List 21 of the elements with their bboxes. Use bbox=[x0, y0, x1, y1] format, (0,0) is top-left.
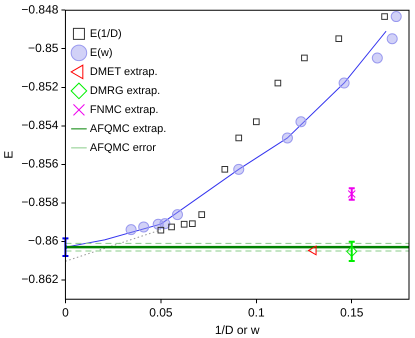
legend-label: AFQMC extrap. bbox=[90, 122, 166, 135]
x-axis-title: 1/D or w bbox=[214, 323, 260, 338]
y-tick-label: −0.856 bbox=[21, 156, 59, 171]
y-tick-label: −0.852 bbox=[21, 80, 59, 94]
y-axis-title: E bbox=[2, 150, 16, 159]
x-tick-label: 0.05 bbox=[149, 306, 173, 320]
y-tick-label: −0.854 bbox=[21, 118, 59, 132]
legend-label: DMRG extrap. bbox=[90, 84, 160, 97]
legend-label: FNMC extrap. bbox=[90, 104, 158, 116]
x-tick-label: 0.1 bbox=[248, 306, 265, 320]
legend-label: E(1/D) bbox=[90, 28, 122, 40]
x-tick-label: 0 bbox=[62, 306, 70, 320]
y-tick-label: −0.862 bbox=[21, 272, 59, 286]
y-tick-label: −0.86 bbox=[28, 234, 59, 248]
legend-label: AFQMC error bbox=[90, 142, 156, 154]
legend-label: DMET extrap. bbox=[90, 66, 158, 78]
legend-label: E(w) bbox=[90, 46, 113, 59]
y-tick-label: −0.848 bbox=[21, 2, 59, 17]
y-tick-label: −0.85 bbox=[28, 41, 59, 56]
x-tick-label: 0.15 bbox=[340, 306, 364, 320]
y-tick-label: −0.858 bbox=[21, 195, 59, 210]
